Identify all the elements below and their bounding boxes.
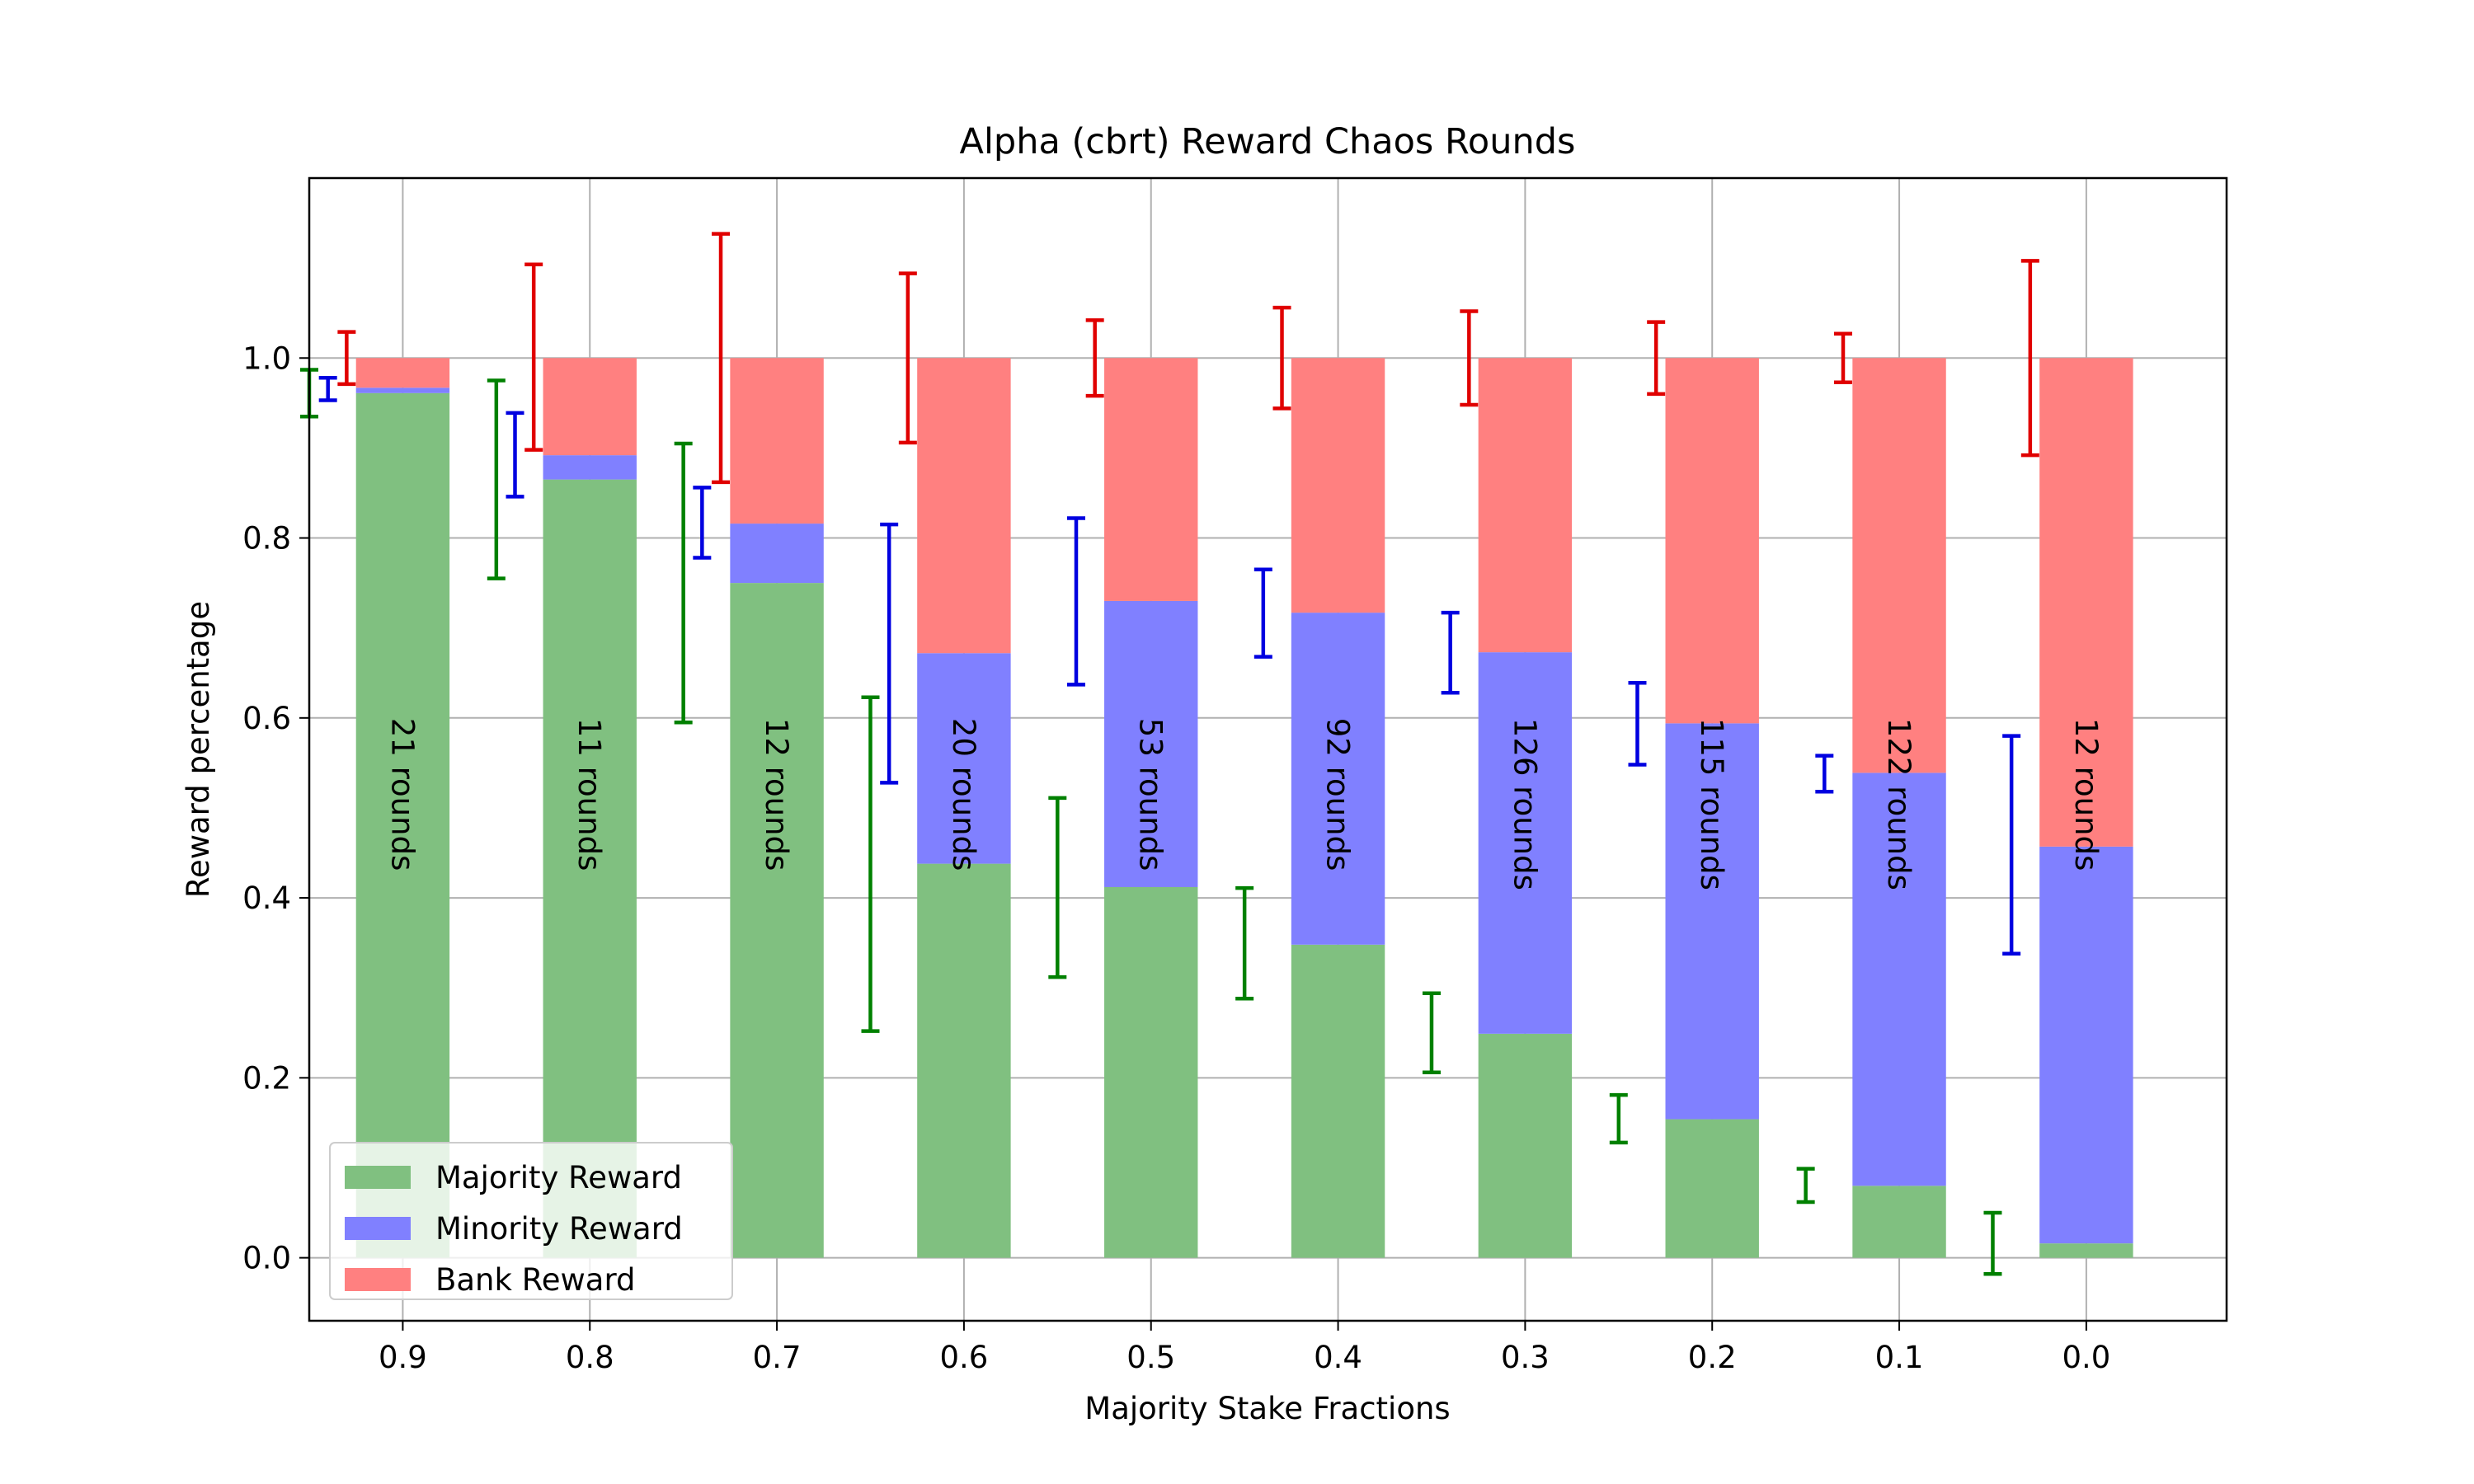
legend-label: Majority Reward (435, 1160, 682, 1195)
bar-minority-reward (730, 524, 823, 583)
bar-majority-reward (1666, 1120, 1759, 1258)
y-axis-label: Reward percentage (181, 601, 216, 898)
bar-majority-reward (1104, 887, 1197, 1258)
y-tick-label: 0.4 (242, 881, 291, 916)
y-tick-label: 0.0 (242, 1241, 291, 1276)
rounds-annotation: 122 rounds (1881, 718, 1917, 890)
bar-bank-reward (543, 358, 637, 455)
legend: Majority Reward Minority Reward Bank Rewar… (330, 1143, 732, 1299)
x-axis-label: Majority Stake Fractions (1084, 1391, 1450, 1426)
rounds-annotation: 20 rounds (946, 718, 981, 871)
bar-bank-reward (356, 358, 449, 387)
bar-majority-reward (1291, 945, 1385, 1258)
bar-minority-reward (2039, 847, 2133, 1243)
rounds-annotation: 21 rounds (384, 718, 420, 871)
x-tick-label: 0.5 (1126, 1340, 1175, 1375)
bar-majority-reward (1479, 1034, 1572, 1258)
rounds-annotation: 126 rounds (1507, 718, 1542, 890)
rounds-annotation: 12 rounds (759, 718, 794, 871)
bar-majority-reward (1852, 1186, 1945, 1257)
bar-bank-reward (1104, 358, 1197, 601)
rounds-annotation: 11 rounds (571, 718, 607, 871)
bar-minority-reward (543, 455, 637, 479)
legend-label: Minority Reward (435, 1211, 683, 1247)
bar-majority-reward (730, 583, 823, 1258)
x-tick-label: 0.0 (2062, 1340, 2110, 1375)
x-tick-label: 0.2 (1688, 1340, 1737, 1375)
bar-bank-reward (1479, 358, 1572, 652)
bar-bank-reward (1666, 358, 1759, 723)
rounds-annotation: 92 rounds (1320, 718, 1356, 871)
bar-majority-reward (917, 864, 1010, 1258)
rounds-annotation: 115 rounds (1694, 718, 1729, 890)
x-tick-label: 0.9 (379, 1340, 427, 1375)
bar-majority-reward (2039, 1243, 2133, 1257)
bar-bank-reward (1852, 358, 1945, 773)
chart-title: Alpha (cbrt) Reward Chaos Rounds (960, 121, 1576, 162)
bar-bank-reward (730, 358, 823, 524)
rounds-annotation: 12 rounds (2068, 718, 2104, 871)
x-tick-label: 0.1 (1875, 1340, 1924, 1375)
bar-minority-reward (356, 387, 449, 393)
legend-swatch (345, 1217, 411, 1240)
x-tick-label: 0.7 (753, 1340, 802, 1375)
legend-swatch (345, 1268, 411, 1291)
legend-label: Bank Reward (435, 1262, 636, 1298)
y-tick-label: 1.0 (242, 340, 291, 376)
x-tick-label: 0.8 (566, 1340, 614, 1375)
bar-bank-reward (917, 358, 1010, 653)
legend-swatch (345, 1166, 411, 1189)
y-tick-label: 0.8 (242, 521, 291, 556)
rounds-annotation: 53 rounds (1133, 718, 1169, 871)
y-tick-label: 0.6 (242, 701, 291, 736)
x-tick-label: 0.3 (1501, 1340, 1550, 1375)
y-tick-label: 0.2 (242, 1060, 291, 1096)
x-tick-label: 0.6 (939, 1340, 988, 1375)
x-tick-label: 0.4 (1314, 1340, 1362, 1375)
bar-bank-reward (1291, 358, 1385, 613)
